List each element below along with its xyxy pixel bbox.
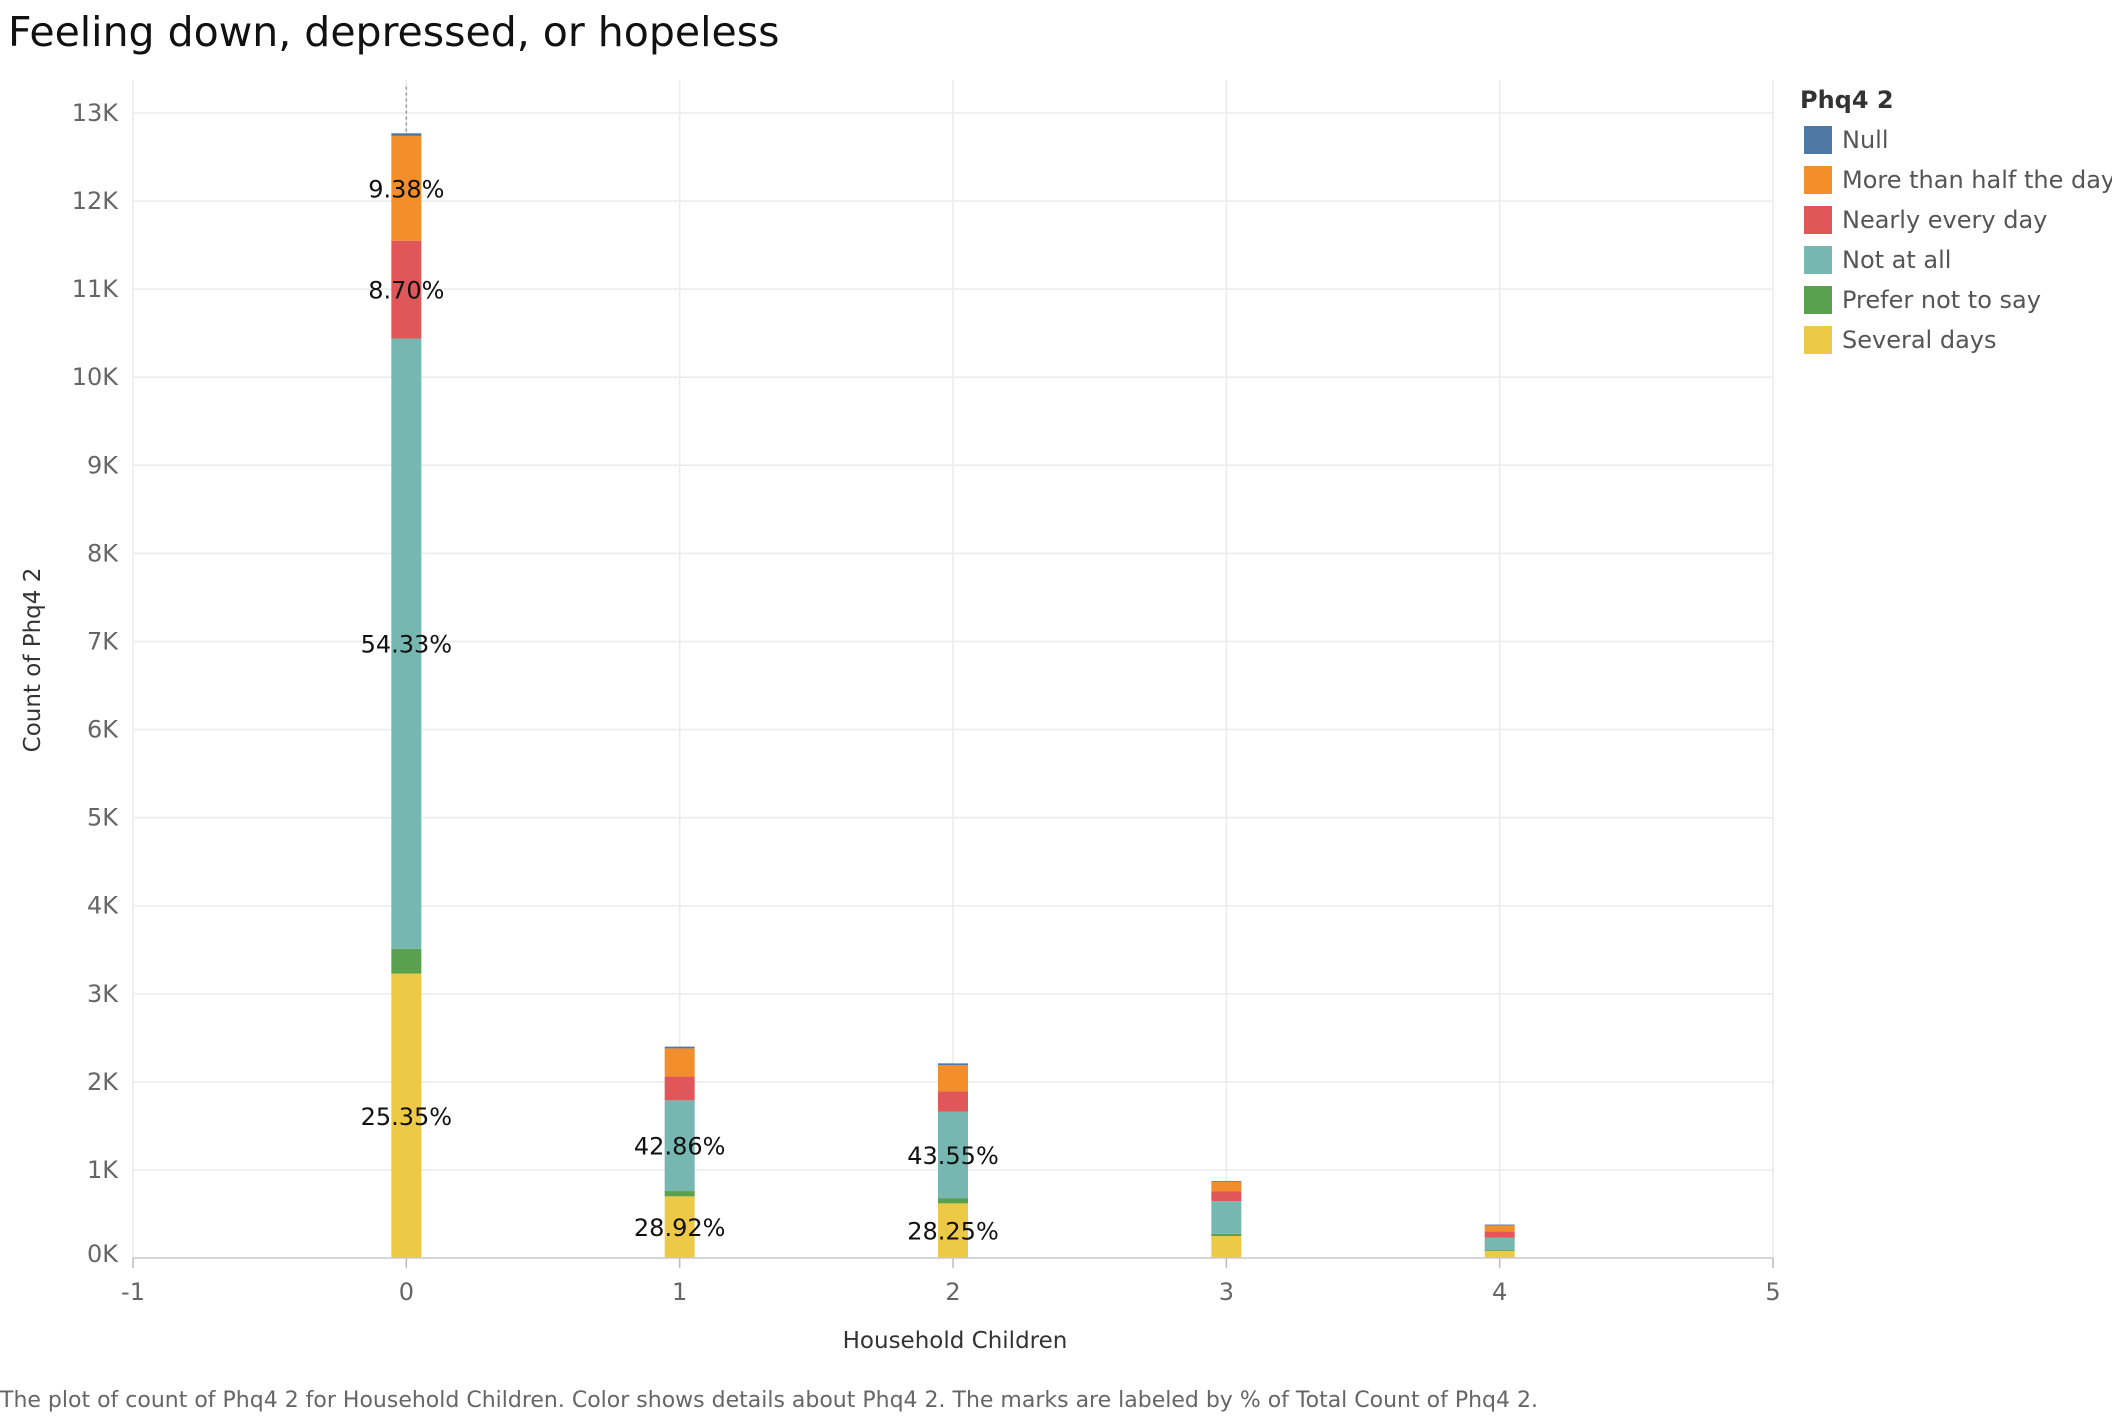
data-label: 9.38% xyxy=(368,175,444,203)
x-axis: -1 0 1 2 3 4 5 xyxy=(121,1257,1781,1306)
y-tick-label: 11K xyxy=(72,275,120,303)
y-tick-label: 6K xyxy=(87,716,119,744)
bar-segment[interactable] xyxy=(391,133,422,136)
x-tick-label: 3 xyxy=(1219,1278,1234,1306)
legend-swatch xyxy=(1804,326,1832,354)
bar-segment[interactable] xyxy=(664,1196,695,1258)
bar-segment[interactable] xyxy=(1211,1181,1242,1192)
x-tick-label: 5 xyxy=(1765,1278,1780,1306)
y-tick-label: 4K xyxy=(87,892,119,920)
data-label: 28.25% xyxy=(907,1218,999,1246)
bar-segment[interactable] xyxy=(1211,1191,1242,1202)
bar-segment[interactable] xyxy=(1484,1237,1515,1251)
bar-segment[interactable] xyxy=(938,1063,968,1066)
legend-label: Nearly every day xyxy=(1842,206,2048,234)
legend-swatch xyxy=(1804,246,1832,274)
data-labels: 9.38% 8.70% 54.33% 25.35% 42.86% 28.92% 43.55%… xyxy=(361,175,999,1245)
data-label: 42.86% xyxy=(634,1133,726,1161)
y-tick-label: 13K xyxy=(72,99,120,127)
bar-segment[interactable] xyxy=(938,1091,968,1112)
bar-segment[interactable] xyxy=(1484,1224,1515,1226)
data-label: 28.92% xyxy=(634,1214,726,1242)
legend-item[interactable]: Several days xyxy=(1800,320,2110,360)
x-axis-title: Household Children xyxy=(843,1328,1068,1354)
x-tick-label: 0 xyxy=(399,1278,414,1306)
bar-segment[interactable] xyxy=(1211,1235,1242,1258)
bar-segment[interactable] xyxy=(391,973,422,1258)
x-tick-label: 2 xyxy=(945,1278,960,1306)
legend-item[interactable]: Null xyxy=(1800,120,2110,160)
y-tick-label: 0K xyxy=(87,1240,119,1268)
chart-caption: The plot of count of Phq4 2 for Househol… xyxy=(0,1388,1538,1413)
y-tick-label: 2K xyxy=(87,1068,119,1096)
data-label: 8.70% xyxy=(368,277,444,305)
bar-segment[interactable] xyxy=(1484,1225,1515,1232)
x-tick-label: -1 xyxy=(121,1278,145,1306)
legend-item[interactable]: Nearly every day xyxy=(1800,200,2110,240)
legend-item[interactable]: More than half the days xyxy=(1800,160,2112,200)
x-tick-label: 1 xyxy=(672,1278,687,1306)
y-axis: 0K 1K 2K 3K 4K 5K 6K 7K 8K 9K 10K 11K 12K 13K xyxy=(72,99,120,1268)
bar-segment[interactable] xyxy=(1484,1250,1515,1258)
bar-segment[interactable] xyxy=(938,1111,968,1199)
y-tick-label: 9K xyxy=(87,451,119,479)
chart-title: Feeling down, depressed, or hopeless xyxy=(8,8,780,56)
bar-segment[interactable] xyxy=(664,1191,695,1197)
bar-segment[interactable] xyxy=(938,1198,968,1204)
legend-label: Several days xyxy=(1842,326,1997,354)
bar-segment[interactable] xyxy=(938,1203,968,1258)
legend-swatch xyxy=(1804,166,1832,194)
legend-swatch xyxy=(1804,286,1832,314)
y-axis-title: Count of Phq4 2 xyxy=(20,568,46,753)
bar-segment[interactable] xyxy=(1211,1233,1242,1236)
bar-segment[interactable] xyxy=(391,135,422,241)
bar-segment[interactable] xyxy=(1484,1250,1515,1251)
bar-stacks xyxy=(391,86,1515,1258)
bar-segment[interactable] xyxy=(664,1076,695,1101)
y-tick-label: 8K xyxy=(87,539,119,567)
bar-segment[interactable] xyxy=(664,1046,695,1049)
bar-segment[interactable] xyxy=(391,240,422,339)
legend-item[interactable]: Not at all xyxy=(1800,240,2110,280)
x-tick-label: 4 xyxy=(1492,1278,1507,1306)
bar-segment[interactable] xyxy=(938,1065,968,1092)
legend-label: Prefer not to say xyxy=(1842,286,2041,314)
legend-item[interactable]: Prefer not to say xyxy=(1800,280,2110,320)
data-label: 54.33% xyxy=(361,631,453,659)
y-tick-label: 10K xyxy=(72,363,120,391)
legend-label: Not at all xyxy=(1842,246,1952,274)
y-tick-label: 7K xyxy=(87,627,119,655)
bar-segment[interactable] xyxy=(1484,1231,1515,1238)
bar-segment[interactable] xyxy=(1211,1180,1242,1182)
stacked-bar-chart: 9.38% 8.70% 54.33% 25.35% 42.86% 28.92% 43.55%… xyxy=(20,80,1781,1354)
legend-swatch xyxy=(1804,126,1832,154)
bar-segment[interactable] xyxy=(391,338,422,949)
y-tick-label: 12K xyxy=(72,187,120,215)
bar-segment[interactable] xyxy=(664,1048,695,1077)
legend-title: Phq4 2 xyxy=(1800,86,1894,114)
legend-label: Null xyxy=(1842,126,1889,154)
data-label: 43.55% xyxy=(907,1142,999,1170)
bar-segment[interactable] xyxy=(391,948,422,974)
y-tick-label: 1K xyxy=(87,1156,119,1184)
data-label: 25.35% xyxy=(361,1103,453,1131)
bar-segment[interactable] xyxy=(664,1100,695,1192)
legend-swatch xyxy=(1804,206,1832,234)
bar-segment[interactable] xyxy=(1211,1201,1242,1234)
y-tick-label: 5K xyxy=(87,804,119,832)
legend-items: Null More than half the days Nearly ever… xyxy=(1800,120,2112,360)
legend-label: More than half the days xyxy=(1842,166,2112,194)
legend: Phq4 2 Null More than half the days Near… xyxy=(1800,86,2112,360)
y-tick-label: 3K xyxy=(87,980,119,1008)
